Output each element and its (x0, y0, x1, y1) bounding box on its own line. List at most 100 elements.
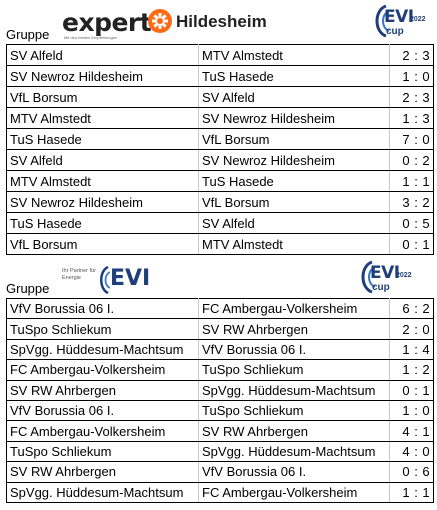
expert-brand: expert (62, 8, 152, 37)
match-score: 6:2 (389, 297, 434, 320)
home-team: SV RW Ahrbergen (6, 379, 199, 401)
score-separator: : (414, 194, 418, 210)
away-goals: 4 (422, 341, 430, 357)
score-separator: : (414, 215, 418, 231)
away-goals: 2 (422, 152, 430, 168)
home-team: SpVgg. Hüddesum-Machtsum (6, 481, 199, 503)
away-team: SV Newroz Hildesheim (198, 149, 390, 171)
away-goals: 3 (422, 89, 430, 105)
match-row: MTV Almstedt TuS Hasede 1:1 (6, 170, 434, 192)
match-score: 1:1 (389, 481, 434, 503)
cup-year: 2022 (396, 272, 412, 279)
score-separator: : (414, 403, 418, 419)
away-goals: 2 (422, 194, 430, 210)
away-team: TuS Hasede (198, 170, 390, 192)
home-goals: 1 (402, 341, 410, 357)
match-score: 1:3 (389, 107, 434, 129)
home-team: TuSpo Schliekum (6, 440, 199, 463)
home-team: TuSpo Schliekum (6, 318, 199, 340)
away-team: VfV Borussia 06 I. (198, 338, 390, 361)
away-team: MTV Almstedt (198, 44, 390, 66)
cup-evi-word: EVI (370, 263, 400, 283)
match-row: TuSpo Schliekum SpVgg. Hüddesum-Machtsum 4… (6, 440, 434, 463)
match-row: SV Alfeld SV Newroz Hildesheim 0:2 (6, 149, 434, 171)
home-goals: 0 (402, 152, 410, 168)
score-separator: : (414, 152, 418, 168)
match-score: 1:2 (389, 359, 434, 381)
away-team: TuS Hasede (198, 65, 390, 87)
home-goals: 0 (402, 236, 410, 252)
match-row: VfV Borussia 06 I. FC Ambergau-Volkershei… (6, 297, 434, 320)
score-separator: : (414, 464, 418, 480)
home-goals: 0 (402, 382, 410, 398)
match-row: FC Ambergau-Volkersheim SV RW Ahrbergen 4:… (6, 420, 434, 442)
home-team: SpVgg. Hüddesum-Machtsum (6, 338, 199, 361)
away-team: VfV Borussia 06 I. (198, 461, 390, 483)
group-a-header: Gruppe expert Mit den besten Empfehlunge… (6, 0, 433, 44)
home-goals: 1 (402, 173, 410, 189)
away-team: SpVgg. Hüddesum-Machtsum (198, 379, 390, 401)
match-row: FC Ambergau-Volkersheim TuSpo Schliekum 1:… (6, 359, 434, 381)
evi-cup-logo: EVI 2022 cup (370, 4, 430, 42)
match-row: SV Newroz Hildesheim VfL Borsum 3:2 (6, 191, 434, 213)
evi-partner-logo: Ihr Partner für Energie EVI (62, 264, 172, 296)
results-table-a: SV Alfeld MTV Almstedt 2:3 SV Newroz Hildes… (6, 44, 434, 255)
away-goals: 0 (422, 403, 430, 419)
score-separator: : (414, 236, 418, 252)
match-row: VfV Borussia 06 I. TuSpo Schliekum 1:0 (6, 399, 434, 422)
match-score: 0:6 (389, 461, 434, 483)
home-goals: 7 (402, 131, 410, 147)
home-goals: 1 (402, 484, 410, 500)
away-goals: 3 (422, 47, 430, 63)
match-row: TuSpo Schliekum SV RW Ahrbergen 2:0 (6, 318, 434, 340)
away-goals: 0 (422, 443, 430, 459)
cup-year: 2022 (410, 16, 426, 23)
away-goals: 1 (422, 236, 430, 252)
match-score: 1:0 (389, 65, 434, 87)
home-team: FC Ambergau-Volkersheim (6, 359, 199, 381)
away-team: SV RW Ahrbergen (198, 420, 390, 442)
match-score: 4:1 (389, 420, 434, 442)
home-goals: 4 (402, 443, 410, 459)
cup-suffix: cup (386, 26, 404, 37)
away-goals: 0 (422, 68, 430, 84)
match-row: VfL Borsum SV Alfeld 2:3 (6, 86, 434, 108)
away-goals: 2 (422, 362, 430, 378)
group-a: Gruppe expert Mit den besten Empfehlunge… (6, 0, 434, 255)
expert-city: Hildesheim (176, 12, 267, 31)
home-team: SV Newroz Hildesheim (6, 65, 199, 87)
match-score: 0:1 (389, 233, 434, 255)
score-separator: : (414, 173, 418, 189)
home-team: SV Alfeld (6, 44, 199, 66)
home-team: MTV Almstedt (6, 170, 199, 192)
away-goals: 1 (422, 423, 430, 439)
away-team: SV Alfeld (198, 86, 390, 108)
score-separator: : (414, 443, 418, 459)
cup-evi-word: EVI (384, 7, 414, 27)
home-goals: 0 (402, 215, 410, 231)
away-goals: 6 (422, 464, 430, 480)
match-row: SpVgg. Hüddesum-Machtsum VfV Borussia 06 … (6, 338, 434, 361)
score-separator: : (414, 382, 418, 398)
match-row: SV Newroz Hildesheim TuS Hasede 1:0 (6, 65, 434, 87)
match-score: 7:0 (389, 128, 434, 150)
match-score: 1:0 (389, 399, 434, 422)
home-goals: 2 (402, 321, 410, 337)
match-score: 0:2 (389, 149, 434, 171)
evi-arc-icon (375, 4, 390, 38)
score-separator: : (414, 423, 418, 439)
home-team: SV Newroz Hildesheim (6, 191, 199, 213)
group-b: Gruppe Ihr Partner für Energie EVI EVI 2… (6, 258, 434, 503)
home-goals: 0 (402, 464, 410, 480)
match-row: SV RW Ahrbergen VfV Borussia 06 I. 0:6 (6, 461, 434, 483)
away-goals: 2 (422, 301, 430, 317)
away-team: VfL Borsum (198, 191, 390, 213)
home-team: VfL Borsum (6, 233, 199, 255)
match-row: SV Alfeld MTV Almstedt 2:3 (6, 44, 434, 66)
home-team: MTV Almstedt (6, 107, 199, 129)
match-row: TuS Hasede VfL Borsum 7:0 (6, 128, 434, 150)
score-separator: : (414, 131, 418, 147)
cup-suffix: cup (372, 282, 390, 293)
away-team: TuSpo Schliekum (198, 359, 390, 381)
away-team: SV Alfeld (198, 212, 390, 234)
